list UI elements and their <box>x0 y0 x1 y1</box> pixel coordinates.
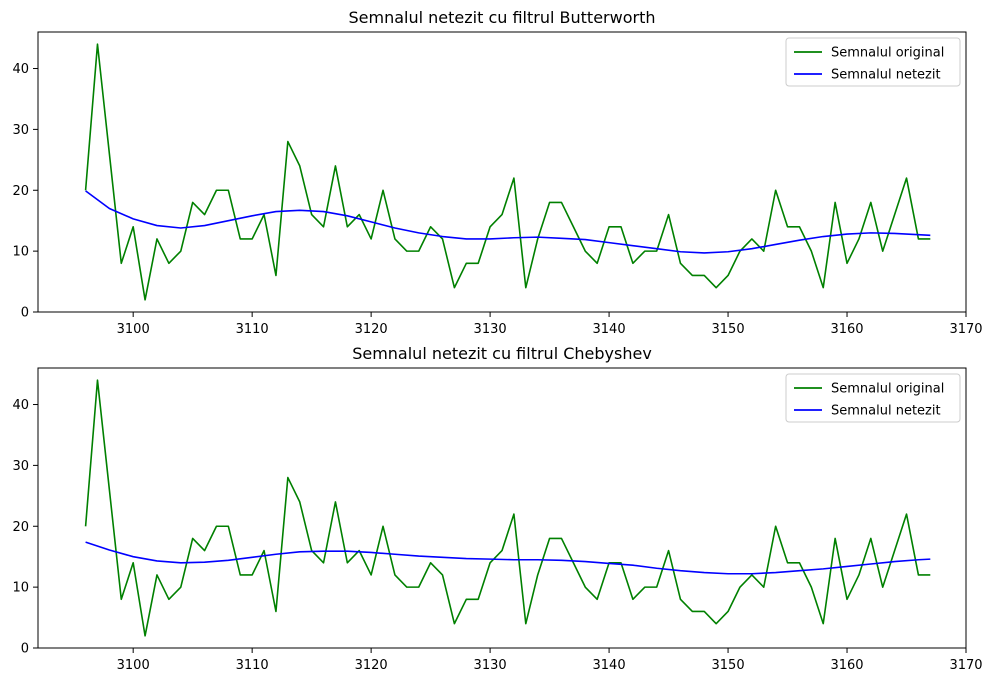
axes-frame <box>37 31 967 313</box>
legend-entry: Semnalul netezit <box>831 404 941 419</box>
x-tick-label: 3120 <box>355 322 388 337</box>
x-tick-label: 3160 <box>830 322 863 337</box>
y-tick-label: 40 <box>12 62 29 77</box>
chart-title: Semnalul netezit cu filtrul Chebyshev <box>352 344 652 363</box>
x-tick-label: 3170 <box>949 322 982 337</box>
y-tick-label: 0 <box>21 642 29 657</box>
x-tick-label: 3100 <box>117 658 150 673</box>
chart-title: Semnalul netezit cu filtrul Butterworth <box>349 8 656 27</box>
legend-entry: Semnalul netezit <box>831 68 941 83</box>
legend-entry: Semnalul original <box>831 382 944 397</box>
series-line-original <box>84 379 931 637</box>
x-tick-label: 3110 <box>236 658 269 673</box>
y-tick-label: 30 <box>12 459 29 474</box>
x-tick-label: 3140 <box>593 322 626 337</box>
legend: Semnalul original Semnalul netezit <box>785 373 961 423</box>
series-line-smoothed <box>85 541 931 575</box>
y-tick-label: 40 <box>12 398 29 413</box>
legend-box <box>785 373 961 423</box>
y-tick-label: 0 <box>21 306 29 321</box>
x-tick-label: 3110 <box>236 322 269 337</box>
x-tick-label: 3130 <box>474 322 507 337</box>
x-tick-label: 3170 <box>949 658 982 673</box>
y-tick-label: 20 <box>12 184 29 199</box>
axes-frame <box>37 367 967 649</box>
x-tick-label: 3100 <box>117 322 150 337</box>
y-tick-label: 10 <box>12 245 29 260</box>
legend-entry: Semnalul original <box>831 46 944 61</box>
x-tick-label: 3140 <box>593 658 626 673</box>
x-tick-label: 3130 <box>474 658 507 673</box>
x-tick-label: 3120 <box>355 658 388 673</box>
x-tick-label: 3150 <box>712 322 745 337</box>
x-tick-label: 3150 <box>712 658 745 673</box>
series-line-smoothed <box>85 190 931 254</box>
x-tick-label: 3160 <box>830 658 863 673</box>
y-tick-label: 10 <box>12 581 29 596</box>
chart-panel-1: 3100 3110 3120 3130 3140 3150 3160 3170 0 10 20 30 4… <box>12 8 982 337</box>
legend: Semnalul original Semnalul netezit <box>785 37 961 87</box>
series-line-original <box>84 43 931 301</box>
y-tick-label: 30 <box>12 123 29 138</box>
chart-panel-2: 3100 3110 3120 3130 3140 3150 3160 3170 0 10 20 30 4… <box>12 344 982 673</box>
y-tick-label: 20 <box>12 520 29 535</box>
legend-box <box>785 37 961 87</box>
